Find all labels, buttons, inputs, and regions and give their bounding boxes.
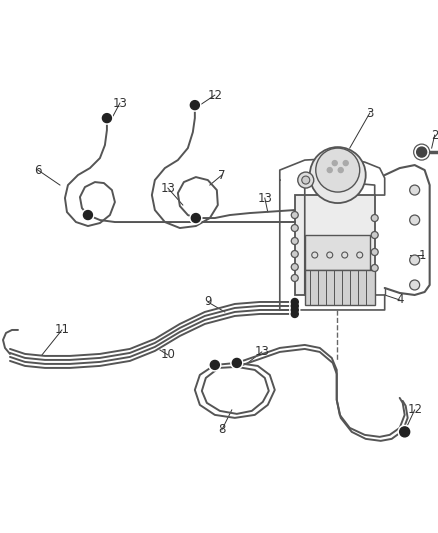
Circle shape	[82, 209, 94, 221]
Circle shape	[102, 114, 111, 123]
FancyBboxPatch shape	[295, 195, 374, 295]
Circle shape	[316, 148, 360, 192]
Circle shape	[291, 302, 298, 310]
Circle shape	[191, 214, 200, 223]
Circle shape	[83, 211, 92, 220]
Text: 9: 9	[204, 295, 212, 309]
Bar	[305, 270, 374, 305]
Circle shape	[291, 224, 298, 231]
Circle shape	[190, 212, 202, 224]
Circle shape	[302, 176, 310, 184]
Circle shape	[417, 147, 427, 157]
Circle shape	[290, 301, 300, 311]
Circle shape	[231, 357, 243, 369]
Text: 13: 13	[254, 345, 269, 358]
Circle shape	[371, 248, 378, 255]
Circle shape	[209, 359, 221, 371]
Circle shape	[291, 238, 298, 245]
Circle shape	[398, 425, 411, 438]
Circle shape	[291, 212, 298, 219]
Circle shape	[290, 297, 300, 307]
Circle shape	[298, 172, 314, 188]
Circle shape	[400, 427, 410, 437]
Circle shape	[410, 255, 420, 265]
Circle shape	[371, 264, 378, 271]
Circle shape	[291, 306, 298, 313]
Circle shape	[291, 251, 298, 257]
Circle shape	[290, 305, 300, 315]
Circle shape	[310, 147, 366, 203]
Circle shape	[291, 298, 298, 305]
Circle shape	[210, 360, 219, 369]
Circle shape	[327, 167, 332, 173]
Text: 13: 13	[258, 191, 272, 205]
Text: 8: 8	[218, 423, 226, 437]
Circle shape	[410, 280, 420, 290]
Circle shape	[332, 160, 337, 166]
Text: 7: 7	[218, 168, 226, 182]
Circle shape	[290, 309, 300, 319]
Circle shape	[189, 99, 201, 111]
Text: 13: 13	[113, 96, 127, 110]
Text: 2: 2	[431, 128, 438, 142]
Circle shape	[291, 263, 298, 270]
Text: 11: 11	[54, 324, 70, 336]
Circle shape	[410, 185, 420, 195]
Text: 6: 6	[34, 164, 42, 176]
Circle shape	[291, 274, 298, 281]
Text: 4: 4	[396, 294, 403, 306]
Circle shape	[371, 231, 378, 239]
Text: 3: 3	[366, 107, 374, 119]
Text: 13: 13	[160, 182, 175, 195]
Circle shape	[232, 358, 241, 367]
Circle shape	[371, 215, 378, 222]
Text: 12: 12	[407, 403, 422, 416]
Circle shape	[191, 101, 199, 110]
Circle shape	[101, 112, 113, 124]
Circle shape	[410, 215, 420, 225]
Circle shape	[291, 310, 298, 318]
Text: 12: 12	[207, 88, 223, 102]
Circle shape	[343, 160, 348, 166]
Circle shape	[338, 167, 343, 173]
Text: 10: 10	[160, 349, 175, 361]
Bar	[305, 235, 370, 270]
Text: 1: 1	[419, 248, 427, 262]
